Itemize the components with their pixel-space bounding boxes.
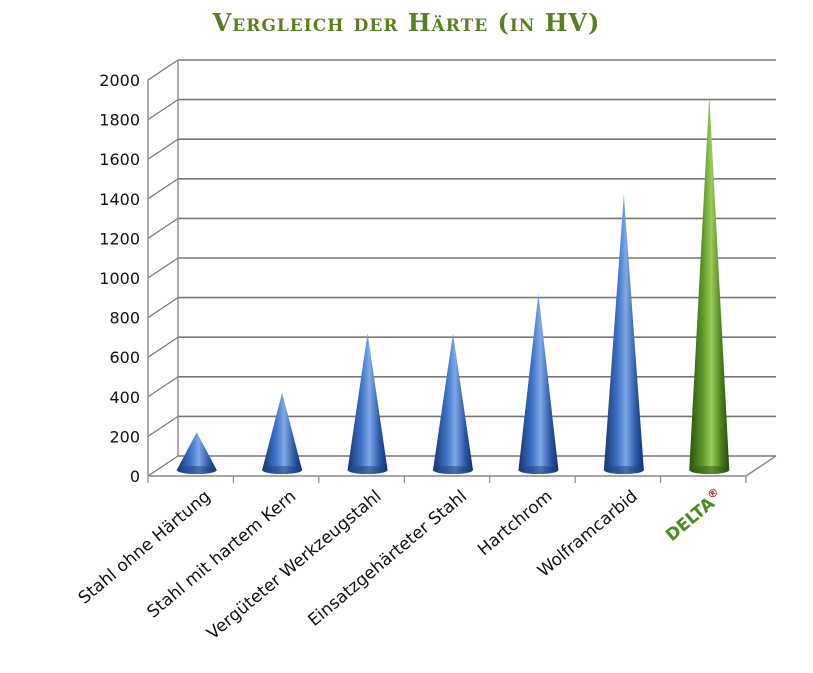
y-tick-label: 1600 — [99, 150, 140, 169]
x-tick-label: Hartchrom — [474, 487, 556, 561]
y-tick-label: 400 — [109, 388, 140, 407]
y-tick-labels: 0 200 400 600 800 1000 1200 1400 1600 1800 2000 — [99, 71, 140, 486]
gridline-side — [147, 217, 179, 239]
cone-body — [518, 293, 559, 474]
y-tick-label: 600 — [109, 348, 140, 367]
gridline-side — [147, 138, 179, 160]
cone-7 — [689, 95, 730, 475]
cone-body — [347, 333, 388, 474]
gridline-side — [147, 297, 179, 319]
y-tick-label: 1000 — [99, 269, 140, 288]
y-tick-label: 200 — [109, 427, 140, 446]
cone-4 — [433, 333, 473, 474]
floor-edge — [745, 455, 777, 477]
cone-base — [347, 466, 388, 474]
cone-base — [176, 466, 217, 474]
gridline-side — [147, 178, 179, 200]
cone-base — [603, 466, 644, 474]
gridline-side — [147, 257, 179, 279]
cone-base — [689, 466, 730, 474]
gridlines — [147, 59, 776, 477]
y-tick-label: 1400 — [99, 190, 140, 209]
gridline-side — [147, 336, 179, 358]
axes — [147, 60, 777, 483]
gridline-side — [147, 376, 179, 398]
gridline-side — [147, 99, 179, 121]
gridline-side — [147, 455, 179, 477]
cones — [176, 95, 730, 475]
y-tick-label: 0 — [130, 467, 140, 486]
cone-body — [176, 432, 217, 474]
gridline-side — [147, 59, 179, 81]
cone-base — [518, 466, 559, 474]
cone-body — [433, 333, 473, 474]
cone-body — [262, 392, 303, 474]
cone-base — [262, 466, 303, 474]
y-tick-label: 1200 — [99, 229, 140, 248]
gridline-side — [147, 415, 179, 437]
cone-6 — [603, 194, 644, 475]
cone-body — [689, 95, 730, 475]
x-tick-label: Einsatzgehärteter Stahl — [304, 487, 470, 631]
cone-3 — [347, 333, 388, 474]
x-tick-label: Stahl mit hartem Kern — [143, 487, 300, 623]
chart-title: Vergleich der Härte (in HV) — [212, 8, 601, 37]
y-tick-label: 2000 — [99, 71, 140, 90]
x-tick-label: Vergüteter Werkzeugstahl — [203, 487, 385, 644]
cone-5 — [518, 293, 559, 474]
x-tick-label: DELTA® — [661, 485, 727, 546]
cone-base — [433, 466, 473, 474]
cone-body — [603, 194, 644, 475]
y-tick-label: 1800 — [99, 111, 140, 130]
cone-2 — [262, 392, 303, 474]
cone-1 — [176, 432, 217, 474]
y-tick-label: 800 — [109, 309, 140, 328]
